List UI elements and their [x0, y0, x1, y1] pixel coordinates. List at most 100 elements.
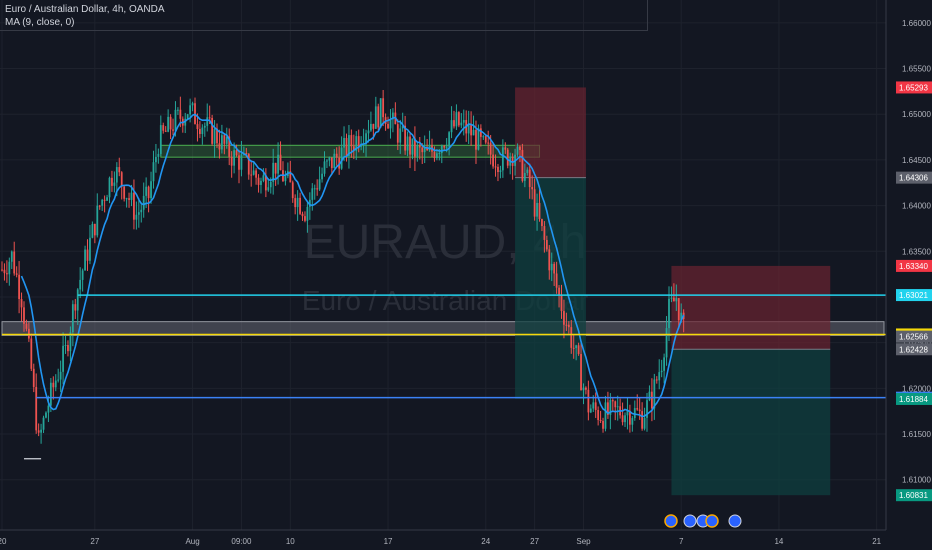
candle-body	[658, 372, 661, 381]
price-tick-label: 1.66000	[902, 19, 931, 28]
candle-body	[467, 124, 470, 134]
candle-body	[245, 152, 248, 154]
events-row[interactable]	[664, 514, 742, 528]
candle-body	[62, 345, 64, 372]
short-position-2-target-area[interactable]	[671, 349, 831, 496]
candle-body	[32, 368, 35, 387]
candle-body	[538, 202, 541, 220]
candle-body	[308, 199, 311, 207]
candle-body	[440, 146, 443, 154]
candle-body	[462, 120, 465, 123]
candle-body	[240, 154, 243, 170]
candle-body	[130, 192, 133, 200]
candle-body	[257, 177, 260, 185]
candle-body	[472, 129, 475, 136]
candle-body	[57, 379, 60, 381]
candle-body	[404, 125, 407, 151]
candle-body	[560, 295, 563, 312]
candle-body	[155, 156, 157, 163]
candle-body	[203, 125, 206, 128]
candle-body	[553, 263, 556, 274]
event-icon[interactable]	[705, 514, 719, 528]
candle-body	[665, 328, 668, 358]
event-icon[interactable]	[664, 514, 678, 528]
legend-panel[interactable]: Euro / Australian Dollar, 4h, OANDA MA (…	[0, 0, 648, 31]
symbol-legend[interactable]: Euro / Australian Dollar, 4h, OANDA	[5, 4, 165, 15]
short-position-1-stop-area[interactable]	[515, 87, 586, 178]
candle-body	[42, 417, 45, 430]
candle-body	[352, 146, 355, 151]
price-tag[interactable]	[896, 392, 932, 405]
candle-body	[162, 125, 165, 131]
candle-body	[91, 223, 94, 238]
resistance-zone[interactable]	[160, 144, 541, 158]
time-tick-label: 09:00	[231, 537, 252, 546]
levels-layer	[2, 294, 886, 460]
price-tag[interactable]	[896, 343, 932, 356]
event-icon[interactable]	[683, 514, 697, 528]
candle-body	[67, 345, 69, 352]
candle-body	[401, 125, 404, 129]
price-tick-label: 1.64000	[902, 202, 931, 211]
candle-body	[648, 391, 651, 401]
price-tag[interactable]	[896, 289, 932, 302]
candle-body	[580, 354, 582, 391]
candle-body	[484, 136, 487, 143]
candle-body	[118, 167, 121, 173]
candle-body	[387, 123, 389, 129]
price-tag[interactable]	[896, 81, 932, 94]
short-position-2-stop-area[interactable]	[671, 265, 831, 350]
candle-body	[147, 186, 150, 199]
candle-body	[86, 249, 89, 261]
candle-body	[548, 249, 551, 271]
candle-body	[5, 273, 8, 275]
candle-body	[301, 213, 304, 217]
candle-body	[677, 298, 680, 321]
candle-body	[103, 199, 106, 201]
candle-body	[15, 273, 18, 275]
gray-zone[interactable]	[1, 321, 885, 336]
candle-body	[545, 239, 548, 250]
candle-body	[189, 105, 192, 115]
candle-body	[519, 146, 521, 151]
candle-body	[35, 386, 38, 431]
candle-body	[216, 128, 218, 144]
candle-body	[531, 187, 534, 190]
candle-body	[140, 209, 143, 213]
candle-body	[84, 249, 86, 271]
candle-body	[541, 219, 543, 227]
candle-body	[98, 205, 101, 207]
candle-body	[399, 128, 402, 143]
candle-body	[550, 263, 553, 271]
candle-body	[277, 154, 279, 174]
candle-body	[264, 175, 267, 191]
candle-body	[582, 387, 585, 391]
price-tag[interactable]	[896, 171, 932, 184]
candle-body	[233, 150, 236, 166]
candle-body	[343, 138, 345, 148]
indicator-legend[interactable]: MA (9, close, 0)	[5, 17, 75, 28]
event-icon[interactable]	[728, 514, 742, 528]
short-position-1-target-area[interactable]	[515, 177, 586, 399]
price-tag[interactable]	[896, 489, 932, 502]
candle-body	[228, 136, 231, 157]
candle-body	[191, 103, 194, 106]
candle-body	[411, 138, 414, 155]
candle-body	[585, 387, 587, 390]
candle-body	[133, 192, 135, 220]
candle-body	[10, 251, 13, 262]
candle-body	[142, 195, 145, 210]
price-tag[interactable]	[896, 330, 932, 343]
candle-body	[382, 98, 385, 118]
candle-body	[621, 415, 624, 423]
candle-body	[450, 120, 453, 133]
candle-body	[123, 186, 126, 199]
candle-body	[435, 153, 438, 159]
candle-body	[543, 226, 546, 240]
price-tag[interactable]	[896, 259, 932, 272]
candle-body	[455, 112, 458, 127]
candle-body	[433, 151, 436, 159]
candle-body	[157, 153, 160, 157]
time-tick-label: Sep	[576, 537, 591, 546]
